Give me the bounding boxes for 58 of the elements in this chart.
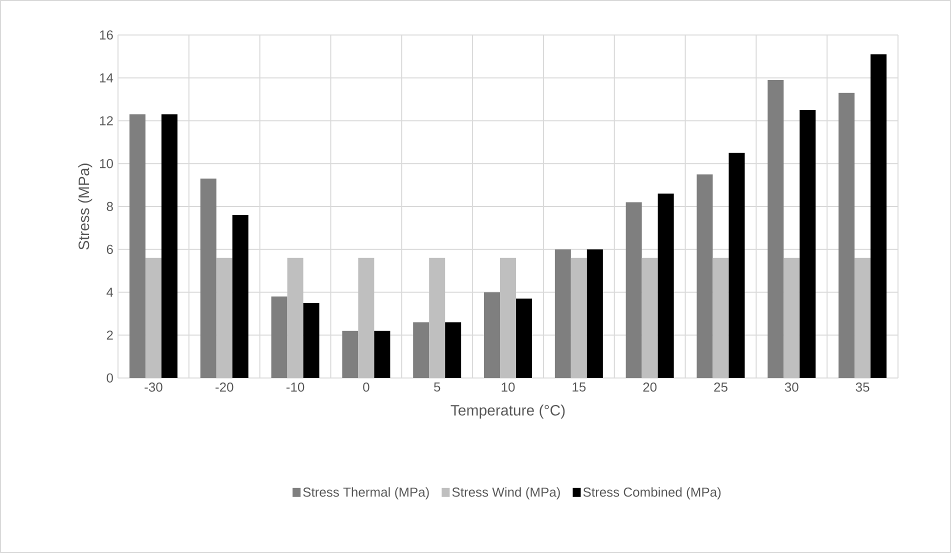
x-tick-label: 25 [714, 382, 728, 392]
bar [216, 258, 232, 378]
bar [570, 258, 587, 378]
bar [642, 258, 658, 378]
bar [838, 92, 855, 378]
bar [271, 296, 288, 378]
y-axis-title: Stress (MPa) [78, 164, 92, 250]
bar [129, 114, 146, 378]
y-tick-label: 12 [100, 116, 113, 126]
bar [712, 258, 729, 378]
bar [145, 258, 162, 378]
bar [374, 330, 390, 378]
bar [768, 80, 784, 378]
bar [658, 194, 674, 378]
x-axis-title: Temperature (°C) [450, 404, 565, 419]
bar [854, 258, 871, 378]
x-tick-label: 35 [856, 382, 870, 392]
bar [200, 178, 216, 378]
bar [554, 249, 571, 378]
bar [728, 152, 745, 378]
bar [870, 54, 887, 378]
legend-label: Stress Wind (MPa) [452, 487, 560, 500]
y-tick-label: 0 [106, 373, 113, 383]
bar [500, 258, 516, 378]
bar [303, 302, 320, 378]
y-tick-label: 8 [106, 202, 113, 212]
y-tick-label: 16 [100, 30, 113, 40]
y-tick-label: 14 [100, 73, 114, 82]
bar [800, 110, 816, 378]
bar [342, 330, 358, 378]
x-tick-label: 0 [363, 382, 370, 392]
bar [445, 322, 462, 378]
bar [626, 202, 642, 378]
bar [358, 258, 374, 378]
x-tick-label: 10 [502, 382, 515, 392]
bar [287, 258, 304, 378]
x-tick-label: -20 [216, 382, 234, 392]
bar [586, 249, 603, 378]
bar [429, 258, 446, 378]
bar [484, 292, 500, 378]
bar [784, 258, 800, 378]
legend-label: Stress Thermal (MPa) [303, 487, 429, 500]
x-tick-label: -10 [286, 382, 304, 392]
x-tick-label: 30 [784, 382, 798, 392]
bar [696, 174, 713, 378]
bar [413, 322, 430, 378]
x-tick-label: 15 [572, 382, 586, 392]
x-tick-label: -30 [144, 382, 162, 392]
y-tick-label: 10 [100, 159, 113, 168]
bar [161, 114, 178, 378]
x-tick-label: 20 [643, 382, 657, 392]
y-tick-label: 6 [106, 244, 113, 254]
y-tick-label: 4 [106, 288, 114, 297]
x-tick-label: 5 [434, 382, 440, 392]
y-tick-label: 2 [106, 330, 113, 340]
bar [232, 215, 248, 378]
bar [516, 298, 532, 378]
legend-label: Stress Combined (MPa) [583, 487, 721, 500]
